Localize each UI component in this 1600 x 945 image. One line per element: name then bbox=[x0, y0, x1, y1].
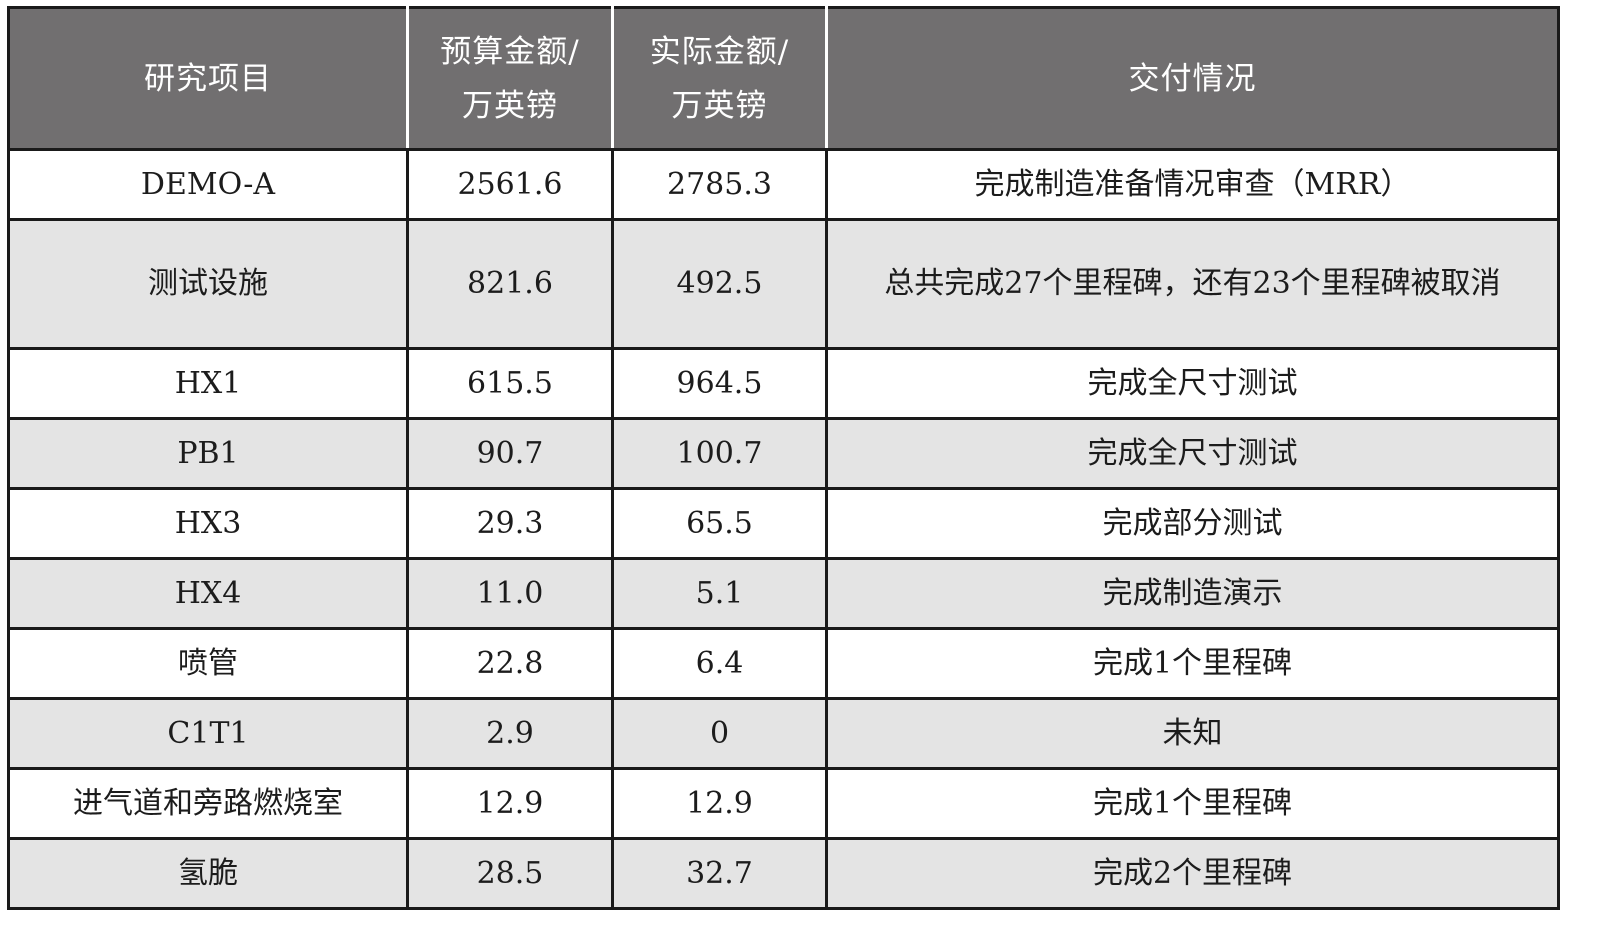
cell-delivery: 总共完成27个里程碑，还有23个里程碑被取消 bbox=[826, 219, 1559, 350]
cell-budget: 90.7 bbox=[407, 418, 614, 490]
cell-project: C1T1 bbox=[8, 698, 409, 770]
table-row: DEMO-A 2561.6 2785.3 完成制造准备情况审查（MRR） bbox=[8, 149, 1559, 221]
cell-budget: 821.6 bbox=[407, 219, 614, 350]
header-row: 研究项目 预算金额/ 万英镑 实际金额/ 万英镑 交付情况 bbox=[8, 7, 1559, 151]
cell-budget: 2.9 bbox=[407, 698, 614, 770]
table-row: HX4 11.0 5.1 完成制造演示 bbox=[8, 558, 1559, 630]
cell-actual: 6.4 bbox=[612, 628, 828, 700]
table-body: DEMO-A 2561.6 2785.3 完成制造准备情况审查（MRR） 测试设… bbox=[8, 149, 1559, 910]
cell-delivery: 完成制造演示 bbox=[826, 558, 1559, 630]
cell-actual: 964.5 bbox=[612, 348, 828, 420]
table-row: 喷管 22.8 6.4 完成1个里程碑 bbox=[8, 628, 1559, 700]
table-row: 测试设施 821.6 492.5 总共完成27个里程碑，还有23个里程碑被取消 bbox=[8, 219, 1559, 350]
cell-actual: 12.9 bbox=[612, 768, 828, 840]
cell-actual: 0 bbox=[612, 698, 828, 770]
cell-project: DEMO-A bbox=[8, 149, 409, 221]
cell-actual: 5.1 bbox=[612, 558, 828, 630]
header-delivery: 交付情况 bbox=[826, 7, 1559, 151]
cell-delivery: 完成部分测试 bbox=[826, 488, 1559, 560]
cell-budget: 12.9 bbox=[407, 768, 614, 840]
table-row: 进气道和旁路燃烧室 12.9 12.9 完成1个里程碑 bbox=[8, 768, 1559, 840]
header-budget-line1: 预算金额/ bbox=[440, 33, 580, 70]
table-row: C1T1 2.9 0 未知 bbox=[8, 698, 1559, 770]
cell-budget: 2561.6 bbox=[407, 149, 614, 221]
cell-project: 喷管 bbox=[8, 628, 409, 700]
cell-actual: 492.5 bbox=[612, 219, 828, 350]
cell-delivery: 未知 bbox=[826, 698, 1559, 770]
cell-budget: 28.5 bbox=[407, 838, 614, 910]
cell-budget: 29.3 bbox=[407, 488, 614, 560]
header-actual-line2: 万英镑 bbox=[671, 87, 768, 124]
table-header: 研究项目 预算金额/ 万英镑 实际金额/ 万英镑 交付情况 bbox=[8, 7, 1559, 151]
table-row: HX1 615.5 964.5 完成全尺寸测试 bbox=[8, 348, 1559, 420]
cell-budget: 22.8 bbox=[407, 628, 614, 700]
cell-actual: 32.7 bbox=[612, 838, 828, 910]
cell-actual: 2785.3 bbox=[612, 149, 828, 221]
cell-delivery: 完成1个里程碑 bbox=[826, 768, 1559, 840]
cell-delivery: 完成全尺寸测试 bbox=[826, 418, 1559, 490]
header-actual-line1: 实际金额/ bbox=[649, 33, 790, 70]
cell-project: HX4 bbox=[8, 558, 409, 630]
cell-project: PB1 bbox=[8, 418, 409, 490]
table-row: HX3 29.3 65.5 完成部分测试 bbox=[8, 488, 1559, 560]
header-project: 研究项目 bbox=[8, 7, 409, 151]
cell-project: HX3 bbox=[8, 488, 409, 560]
cell-actual: 65.5 bbox=[612, 488, 828, 560]
cell-delivery: 完成2个里程碑 bbox=[826, 838, 1559, 910]
cell-project: HX1 bbox=[8, 348, 409, 420]
cell-delivery: 完成1个里程碑 bbox=[826, 628, 1559, 700]
table-row: PB1 90.7 100.7 完成全尺寸测试 bbox=[8, 418, 1559, 490]
cell-budget: 11.0 bbox=[407, 558, 614, 630]
cell-project: 氢脆 bbox=[8, 838, 409, 910]
cell-delivery: 完成全尺寸测试 bbox=[826, 348, 1559, 420]
header-actual: 实际金额/ 万英镑 bbox=[612, 7, 828, 151]
header-budget: 预算金额/ 万英镑 bbox=[407, 7, 614, 151]
table-row: 氢脆 28.5 32.7 完成2个里程碑 bbox=[8, 838, 1559, 910]
cell-project: 进气道和旁路燃烧室 bbox=[8, 768, 409, 840]
cell-project: 测试设施 bbox=[8, 219, 409, 350]
cell-budget: 615.5 bbox=[407, 348, 614, 420]
cell-actual: 100.7 bbox=[612, 418, 828, 490]
cell-delivery: 完成制造准备情况审查（MRR） bbox=[826, 149, 1559, 221]
header-budget-line2: 万英镑 bbox=[462, 87, 558, 124]
budget-table: 研究项目 预算金额/ 万英镑 实际金额/ 万英镑 交付情况 DEMO-A 256… bbox=[7, 6, 1560, 910]
budget-table-container: 研究项目 预算金额/ 万英镑 实际金额/ 万英镑 交付情况 DEMO-A 256… bbox=[7, 6, 1560, 910]
